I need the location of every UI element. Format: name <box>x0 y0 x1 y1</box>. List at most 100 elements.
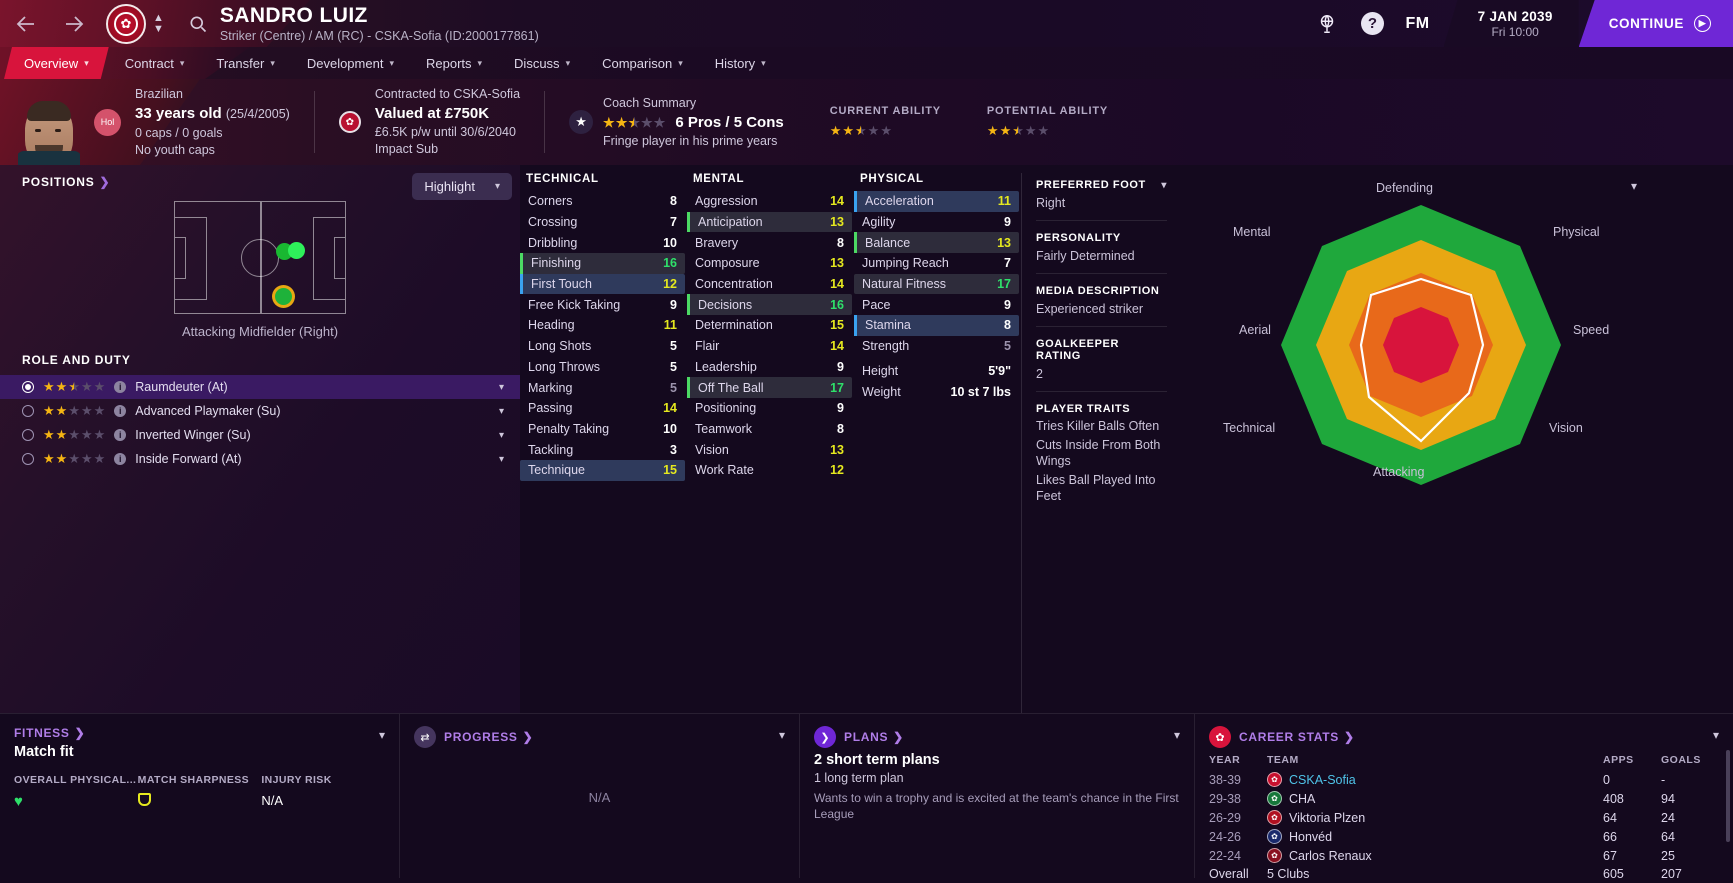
info-icon[interactable]: i <box>114 429 127 441</box>
game-date[interactable]: 7 JAN 2039 Fri 10:00 <box>1443 0 1579 47</box>
attribute-row[interactable]: Vision 13 <box>687 439 852 460</box>
radio-icon[interactable] <box>22 453 34 465</box>
table-row[interactable]: 38-39 ✿ CSKA-Sofia 0 - <box>1209 770 1719 789</box>
chevron-up-icon[interactable]: ▲ <box>153 11 164 24</box>
attribute-row[interactable]: Teamwork 8 <box>687 419 852 440</box>
table-row[interactable]: 22-24 ✿ Carlos Renaux 67 25 <box>1209 846 1719 865</box>
attribute-row[interactable]: Work Rate 12 <box>687 460 852 481</box>
team-name[interactable]: CHA <box>1289 791 1316 806</box>
tab-reports[interactable]: Reports ▾ <box>410 47 498 79</box>
club-spinner[interactable]: ▲ ▼ <box>153 11 164 35</box>
attribute-row[interactable]: Long Throws 5 <box>520 357 685 378</box>
attribute-row[interactable]: Penalty Taking 10 <box>520 419 685 440</box>
attribute-row[interactable]: Composure 13 <box>687 253 852 274</box>
attribute-row[interactable]: Aggression 14 <box>687 191 852 212</box>
attribute-row[interactable]: Heading 11 <box>520 315 685 336</box>
info-icon[interactable]: i <box>114 405 127 417</box>
chevron-down-icon[interactable]: ▼ <box>153 22 164 35</box>
position-dot-stc-selected[interactable] <box>275 288 292 305</box>
attribute-row[interactable]: Jumping Reach 7 <box>854 253 1019 274</box>
attribute-value: 17 <box>997 277 1011 292</box>
team-name[interactable]: Viktoria Plzen <box>1289 810 1366 825</box>
attribute-row[interactable]: Technique 15 <box>520 459 685 481</box>
highlight-dropdown[interactable]: Highlight ▾ <box>412 173 512 200</box>
tab-transfer[interactable]: Transfer ▾ <box>200 47 290 79</box>
chevron-down-icon[interactable]: ▾ <box>1173 728 1180 742</box>
tab-overview[interactable]: Overview ▾ <box>4 47 109 79</box>
attribute-row[interactable]: Natural Fitness 17 <box>854 273 1019 295</box>
attribute-row[interactable]: First Touch 12 <box>520 273 685 295</box>
position-label: Attacking Midfielder (Right) <box>181 324 339 339</box>
chevron-down-icon[interactable]: ▾ <box>1161 179 1167 191</box>
table-row[interactable]: 26-29 ✿ Viktoria Plzen 64 24 <box>1209 808 1719 827</box>
chevron-down-icon[interactable]: ▾ <box>498 381 504 393</box>
team-link[interactable]: CSKA-Sofia <box>1289 772 1356 787</box>
attribute-row[interactable]: Passing 14 <box>520 398 685 419</box>
attribute-row[interactable]: Crossing 7 <box>520 212 685 233</box>
chevron-down-icon[interactable]: ▾ <box>498 405 504 417</box>
attribute-row[interactable]: Corners 8 <box>520 191 685 212</box>
position-dot-amr[interactable] <box>288 242 305 259</box>
chevron-down-icon[interactable]: ▾ <box>1712 728 1719 742</box>
arrow-right-icon[interactable] <box>62 12 86 36</box>
arrow-left-icon[interactable] <box>14 12 38 36</box>
role-item-inside-forward[interactable]: ★ ★ ★ ★ ★ i Inside Forward (At) ▾ <box>0 447 520 471</box>
cska-sofia-badge-icon[interactable]: ✿ <box>106 3 146 44</box>
info-icon[interactable]: i <box>114 453 127 465</box>
continue-button[interactable]: CONTINUE ▶ <box>1578 0 1733 47</box>
attribute-row[interactable]: Stamina 8 <box>854 315 1019 336</box>
tab-contract[interactable]: Contract ▾ <box>109 47 201 79</box>
chevron-down-icon[interactable]: ▾ <box>1630 179 1637 193</box>
chevron-down-icon[interactable]: ▾ <box>378 728 385 742</box>
attribute-row[interactable]: Off The Ball 17 <box>687 377 852 398</box>
tab-development[interactable]: Development ▾ <box>291 47 410 79</box>
attribute-row[interactable]: Anticipation 13 <box>687 211 852 233</box>
tab-comparison[interactable]: Comparison ▾ <box>586 47 699 79</box>
table-row[interactable]: 24-26 ✿ Honvéd 66 64 <box>1209 827 1719 846</box>
attribute-row[interactable]: Tackling 3 <box>520 439 685 460</box>
positions-header[interactable]: POSITIONS ❯ <box>0 175 520 189</box>
highlight-label: Highlight <box>424 179 475 194</box>
progress-header[interactable]: ⇄ PROGRESS ❯ <box>414 726 785 748</box>
attribute-row[interactable]: Strength 5 <box>854 336 1019 357</box>
attribute-row[interactable]: Long Shots 5 <box>520 336 685 357</box>
attribute-row[interactable]: Agility 9 <box>854 212 1019 233</box>
radio-icon[interactable] <box>22 381 34 393</box>
career-header[interactable]: ✿ CAREER STATS ❯ <box>1209 726 1719 748</box>
attribute-row[interactable]: Leadership 9 <box>687 357 852 378</box>
team-name[interactable]: Honvéd <box>1289 829 1333 844</box>
chevron-down-icon[interactable]: ▾ <box>498 429 504 441</box>
table-row[interactable]: 29-38 ✿ CHA 408 94 <box>1209 789 1719 808</box>
attribute-row[interactable]: Positioning 9 <box>687 398 852 419</box>
radio-icon[interactable] <box>22 429 34 441</box>
attribute-row[interactable]: Determination 15 <box>687 315 852 336</box>
chevron-down-icon[interactable]: ▾ <box>498 453 504 465</box>
attribute-row[interactable]: Finishing 16 <box>520 253 685 274</box>
tab-history[interactable]: History ▾ <box>699 47 782 79</box>
career-scrollbar[interactable] <box>1726 750 1730 842</box>
attribute-row[interactable]: Marking 5 <box>520 377 685 398</box>
info-icon[interactable]: i <box>114 381 127 393</box>
attribute-row[interactable]: Concentration 14 <box>687 274 852 295</box>
role-item-advanced-playmaker[interactable]: ★ ★ ★ ★ ★ i Advanced Playmaker (Su) ▾ <box>0 399 520 423</box>
tab-discuss[interactable]: Discuss ▾ <box>498 47 586 79</box>
attribute-row[interactable]: Bravery 8 <box>687 232 852 253</box>
attribute-row[interactable]: Dribbling 10 <box>520 232 685 253</box>
caps-text: 0 caps / 0 goals <box>135 125 223 140</box>
attribute-row[interactable]: Pace 9 <box>854 294 1019 315</box>
fitness-header[interactable]: FITNESS ❯ <box>14 726 385 740</box>
attribute-row[interactable]: Acceleration 11 <box>854 191 1019 212</box>
attribute-row[interactable]: Balance 13 <box>854 232 1019 254</box>
attribute-row[interactable]: Flair 14 <box>687 336 852 357</box>
search-icon[interactable] <box>188 14 208 34</box>
role-item-inverted-winger[interactable]: ★ ★ ★ ★ ★ i Inverted Winger (Su) ▾ <box>0 423 520 447</box>
radio-icon[interactable] <box>22 405 34 417</box>
attribute-row[interactable]: Decisions 16 <box>687 294 852 316</box>
attribute-row[interactable]: Free Kick Taking 9 <box>520 294 685 315</box>
globe-icon[interactable] <box>1314 11 1340 37</box>
role-item-raumdeuter[interactable]: ★ ★ ★ ★ ★ i Raumdeuter (At) ▾ <box>0 375 520 399</box>
help-icon[interactable]: ? <box>1360 11 1386 37</box>
team-name[interactable]: Carlos Renaux <box>1289 848 1372 863</box>
chevron-down-icon[interactable]: ▾ <box>778 728 785 742</box>
plans-header[interactable]: ❯ PLANS ❯ <box>814 726 1180 748</box>
